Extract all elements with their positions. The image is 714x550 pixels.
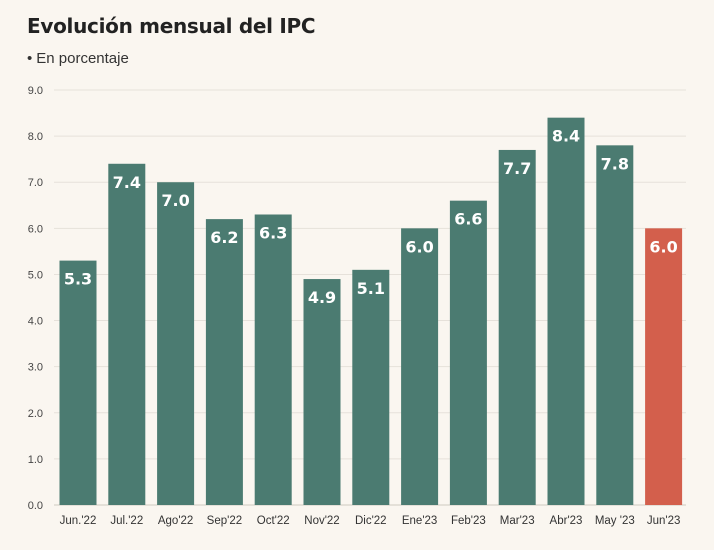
chart-subtitle: • En porcentaje — [27, 50, 129, 67]
bar — [596, 145, 634, 506]
bar-value-label: 6.3 — [259, 224, 287, 243]
bar — [205, 219, 243, 505]
data-labels: 5.3 7.4 7.0 6.2 6.3 4.9 5.1 6.0 6.6 7.7 8.4 7.8 6.0 — [64, 127, 678, 307]
bar-value-label: 6.0 — [649, 237, 677, 256]
bar-value-label: 7.0 — [161, 191, 189, 210]
y-tick-label: 8.0 — [28, 131, 43, 143]
x-tick-label: Nov'22 — [304, 515, 339, 527]
bar — [401, 228, 439, 506]
y-tick-label: 4.0 — [28, 316, 43, 328]
subtitle-bullet: • — [27, 50, 33, 67]
y-tick-label: 7.0 — [28, 177, 43, 189]
y-tick-label: 0.0 — [28, 500, 43, 512]
x-tick-label: May '23 — [595, 515, 635, 527]
x-axis-tick-labels: Jun.'22 Jul.'22 Ago'22 Sep'22 Oct'22 Nov'22 Di… — [60, 515, 681, 527]
bar-value-label: 7.4 — [113, 173, 141, 192]
bar-value-label: 6.6 — [454, 210, 482, 229]
bar-value-label: 5.3 — [64, 270, 92, 289]
bar-value-label: 6.2 — [210, 228, 238, 247]
bar — [108, 163, 146, 505]
bar-value-label: 7.7 — [503, 159, 531, 178]
x-tick-label: Oct'22 — [257, 515, 290, 527]
bar — [59, 260, 97, 505]
y-tick-label: 1.0 — [28, 454, 43, 466]
bars — [59, 117, 683, 506]
y-tick-label: 2.0 — [28, 408, 43, 420]
bar-value-label: 5.1 — [357, 279, 385, 298]
x-tick-label: Mar'23 — [500, 515, 535, 527]
x-tick-label: Ene'23 — [402, 515, 437, 527]
x-tick-label: Feb'23 — [451, 515, 486, 527]
x-tick-label: Dic'22 — [355, 515, 387, 527]
x-tick-label: Sep'22 — [207, 515, 242, 527]
bar — [645, 228, 683, 506]
x-tick-label: Jun.'22 — [60, 515, 97, 527]
bar-value-label: 7.8 — [601, 154, 629, 173]
y-axis-tick-labels: 0.0 1.0 2.0 3.0 4.0 5.0 6.0 7.0 8.0 9.0 — [28, 85, 43, 512]
bar — [157, 182, 195, 505]
x-tick-label: Ago'22 — [158, 515, 193, 527]
bar — [449, 200, 487, 505]
subtitle-text: En porcentaje — [36, 50, 129, 67]
x-tick-label: Abr'23 — [550, 515, 583, 527]
y-tick-label: 5.0 — [28, 269, 43, 281]
y-tick-label: 9.0 — [28, 85, 43, 97]
y-tick-label: 3.0 — [28, 362, 43, 374]
bar — [352, 269, 390, 505]
bar-value-label: 6.0 — [405, 237, 433, 256]
bar-value-label: 8.4 — [552, 127, 580, 146]
bar — [254, 214, 292, 505]
bar-value-label: 4.9 — [308, 288, 336, 307]
bar — [547, 117, 585, 506]
x-tick-label: Jul.'22 — [110, 515, 143, 527]
y-tick-label: 6.0 — [28, 223, 43, 235]
chart-title: Evolución mensual del IPC — [27, 14, 316, 38]
bar — [303, 279, 341, 505]
bar — [498, 149, 536, 505]
x-tick-label: Jun'23 — [647, 515, 681, 527]
